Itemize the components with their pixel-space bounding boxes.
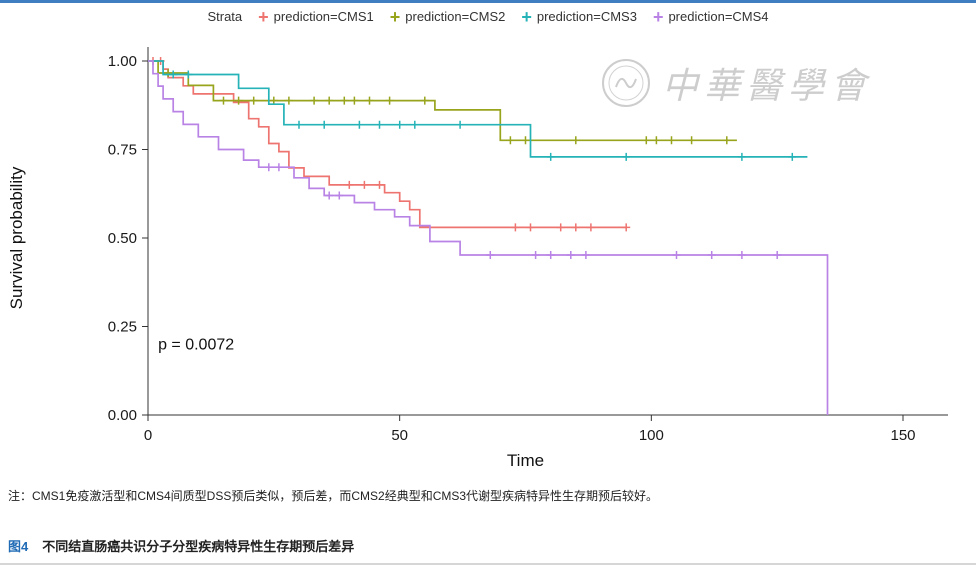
- figure-title: 不同结直肠癌共识分子分型疾病特异性生存期预后差异: [42, 539, 355, 554]
- svg-text:0.00: 0.00: [108, 407, 137, 424]
- legend-item: + prediction=CMS3: [521, 6, 637, 27]
- plus-key-icon: +: [652, 6, 664, 27]
- chart-legend: Strata + prediction=CMS1 + prediction=CM…: [0, 6, 976, 27]
- svg-text:p = 0.0072: p = 0.0072: [158, 337, 234, 354]
- plus-key-icon: +: [258, 6, 269, 27]
- svg-text:1.00: 1.00: [108, 53, 137, 70]
- km-chart: 0 50 100 150 0.00 0.25 0.50 0.75 1.00 Time Surviva…: [0, 3, 976, 473]
- svg-text:100: 100: [639, 427, 664, 444]
- legend-item-label: prediction=CMS4: [668, 9, 769, 24]
- survival-plot-svg: 0 50 100 150 0.00 0.25 0.50 0.75 1.00 Time Surviva…: [7, 47, 948, 470]
- svg-text:50: 50: [391, 427, 408, 444]
- svg-text:0: 0: [144, 427, 152, 444]
- plus-key-icon: +: [389, 6, 401, 27]
- legend-item-label: prediction=CMS2: [405, 9, 506, 24]
- figure-caption: 图4 不同结直肠癌共识分子分型疾病特异性生存期预后差异: [8, 536, 968, 555]
- svg-text:0.75: 0.75: [108, 142, 137, 159]
- legend-item-label: prediction=CMS1: [273, 9, 374, 24]
- top-accent-bar: [0, 0, 976, 3]
- legend-item-label: prediction=CMS3: [536, 9, 637, 24]
- bottom-divider: [0, 563, 976, 565]
- legend-item: + prediction=CMS2: [389, 6, 506, 27]
- figure-label: 图4: [8, 539, 29, 554]
- plus-key-icon: +: [521, 6, 532, 27]
- svg-text:Survival probability: Survival probability: [7, 166, 26, 309]
- svg-text:150: 150: [890, 427, 915, 444]
- note-text: 注：CMS1免疫激活型和CMS4间质型DSS预后类似，预后差，而CMS2经典型和…: [8, 489, 659, 503]
- legend-item: + prediction=CMS1: [258, 6, 374, 27]
- legend-item: + prediction=CMS4: [652, 6, 769, 27]
- svg-text:Time: Time: [507, 451, 544, 470]
- legend-title: Strata: [207, 9, 243, 24]
- svg-text:0.50: 0.50: [108, 230, 137, 247]
- svg-text:0.25: 0.25: [108, 319, 137, 336]
